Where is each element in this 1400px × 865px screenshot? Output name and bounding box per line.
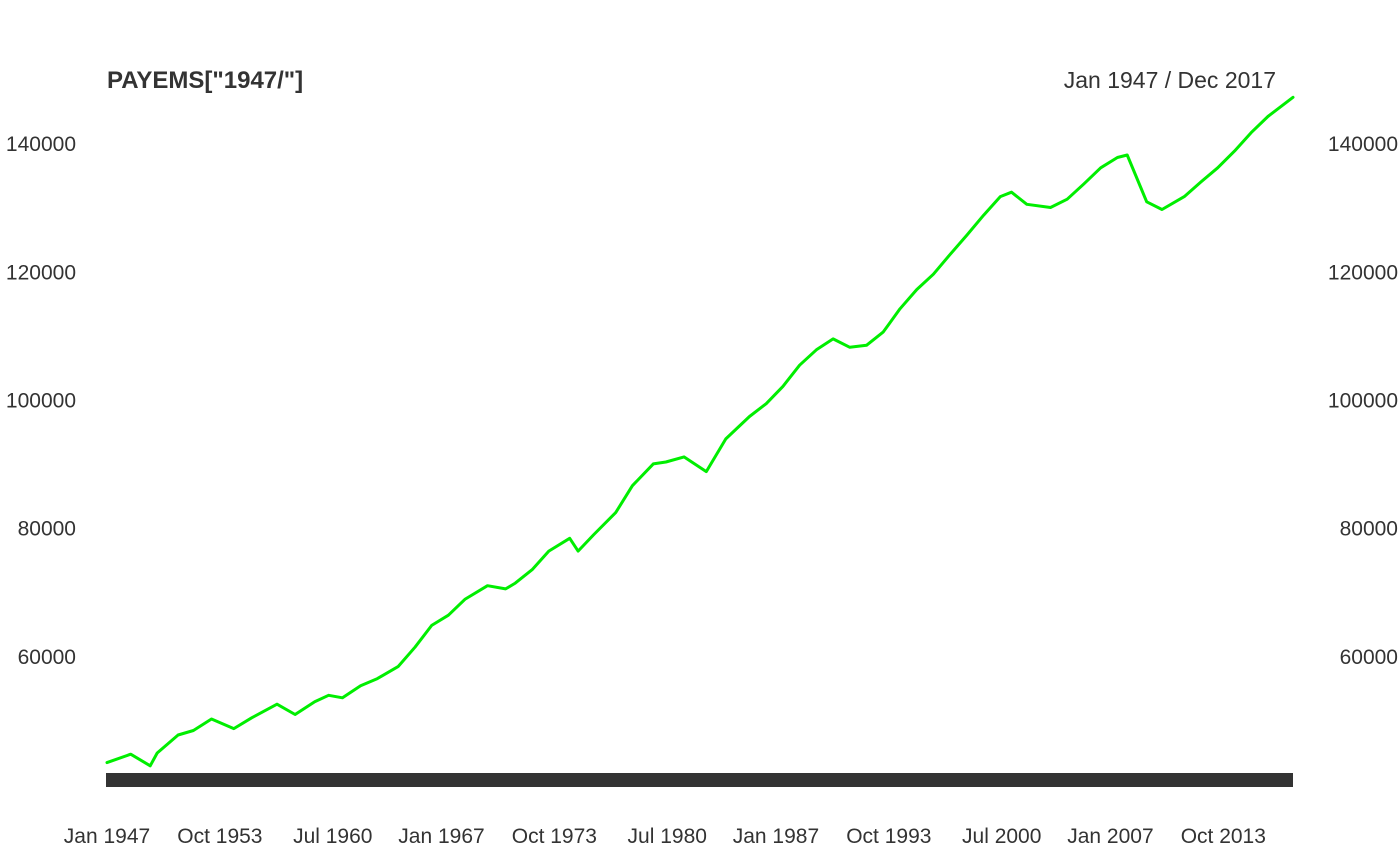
x-tick-label: Oct 2013 — [1181, 825, 1266, 848]
y-axis-right: 60000 80000 100000 120000 140000 — [1328, 133, 1398, 669]
y-tick-label-left: 100000 — [6, 389, 76, 412]
x-tick-label: Jul 1960 — [293, 825, 372, 848]
y-tick-label-right: 120000 — [1328, 261, 1398, 284]
x-tick-label: Jan 1987 — [733, 825, 819, 848]
x-tick-label: Oct 1953 — [177, 825, 262, 848]
x-tick-label: Jul 2000 — [962, 825, 1041, 848]
chart-title: PAYEMS["1947/"] — [107, 67, 303, 94]
x-axis-ticks: Jan 1947 Oct 1953 Jul 1960 Jan 1967 Oct 1973… — [64, 825, 1266, 848]
y-axis-left: 60000 80000 100000 120000 140000 — [6, 133, 76, 669]
series-line — [105, 95, 1295, 768]
x-tick-label: Jul 1980 — [628, 825, 707, 848]
y-tick-label-right: 140000 — [1328, 133, 1398, 156]
y-tick-label-right: 100000 — [1328, 389, 1398, 412]
date-range-label: Jan 1947 / Dec 2017 — [1064, 67, 1276, 93]
x-tick-label: Oct 1973 — [512, 825, 597, 848]
x-tick-label: Jan 1967 — [398, 825, 484, 848]
y-tick-label-left: 80000 — [18, 518, 76, 541]
x-tick-label: Jan 1947 — [64, 825, 150, 848]
y-tick-label-left: 140000 — [6, 133, 76, 156]
y-tick-label-left: 60000 — [18, 646, 76, 669]
y-tick-label-right: 80000 — [1340, 518, 1398, 541]
x-tick-label: Jan 2007 — [1067, 825, 1153, 848]
y-tick-label-right: 60000 — [1340, 646, 1398, 669]
x-axis-bar — [106, 773, 1293, 787]
x-tick-label: Oct 1993 — [846, 825, 931, 848]
series-layer — [105, 95, 1295, 768]
y-tick-label-left: 120000 — [6, 261, 76, 284]
